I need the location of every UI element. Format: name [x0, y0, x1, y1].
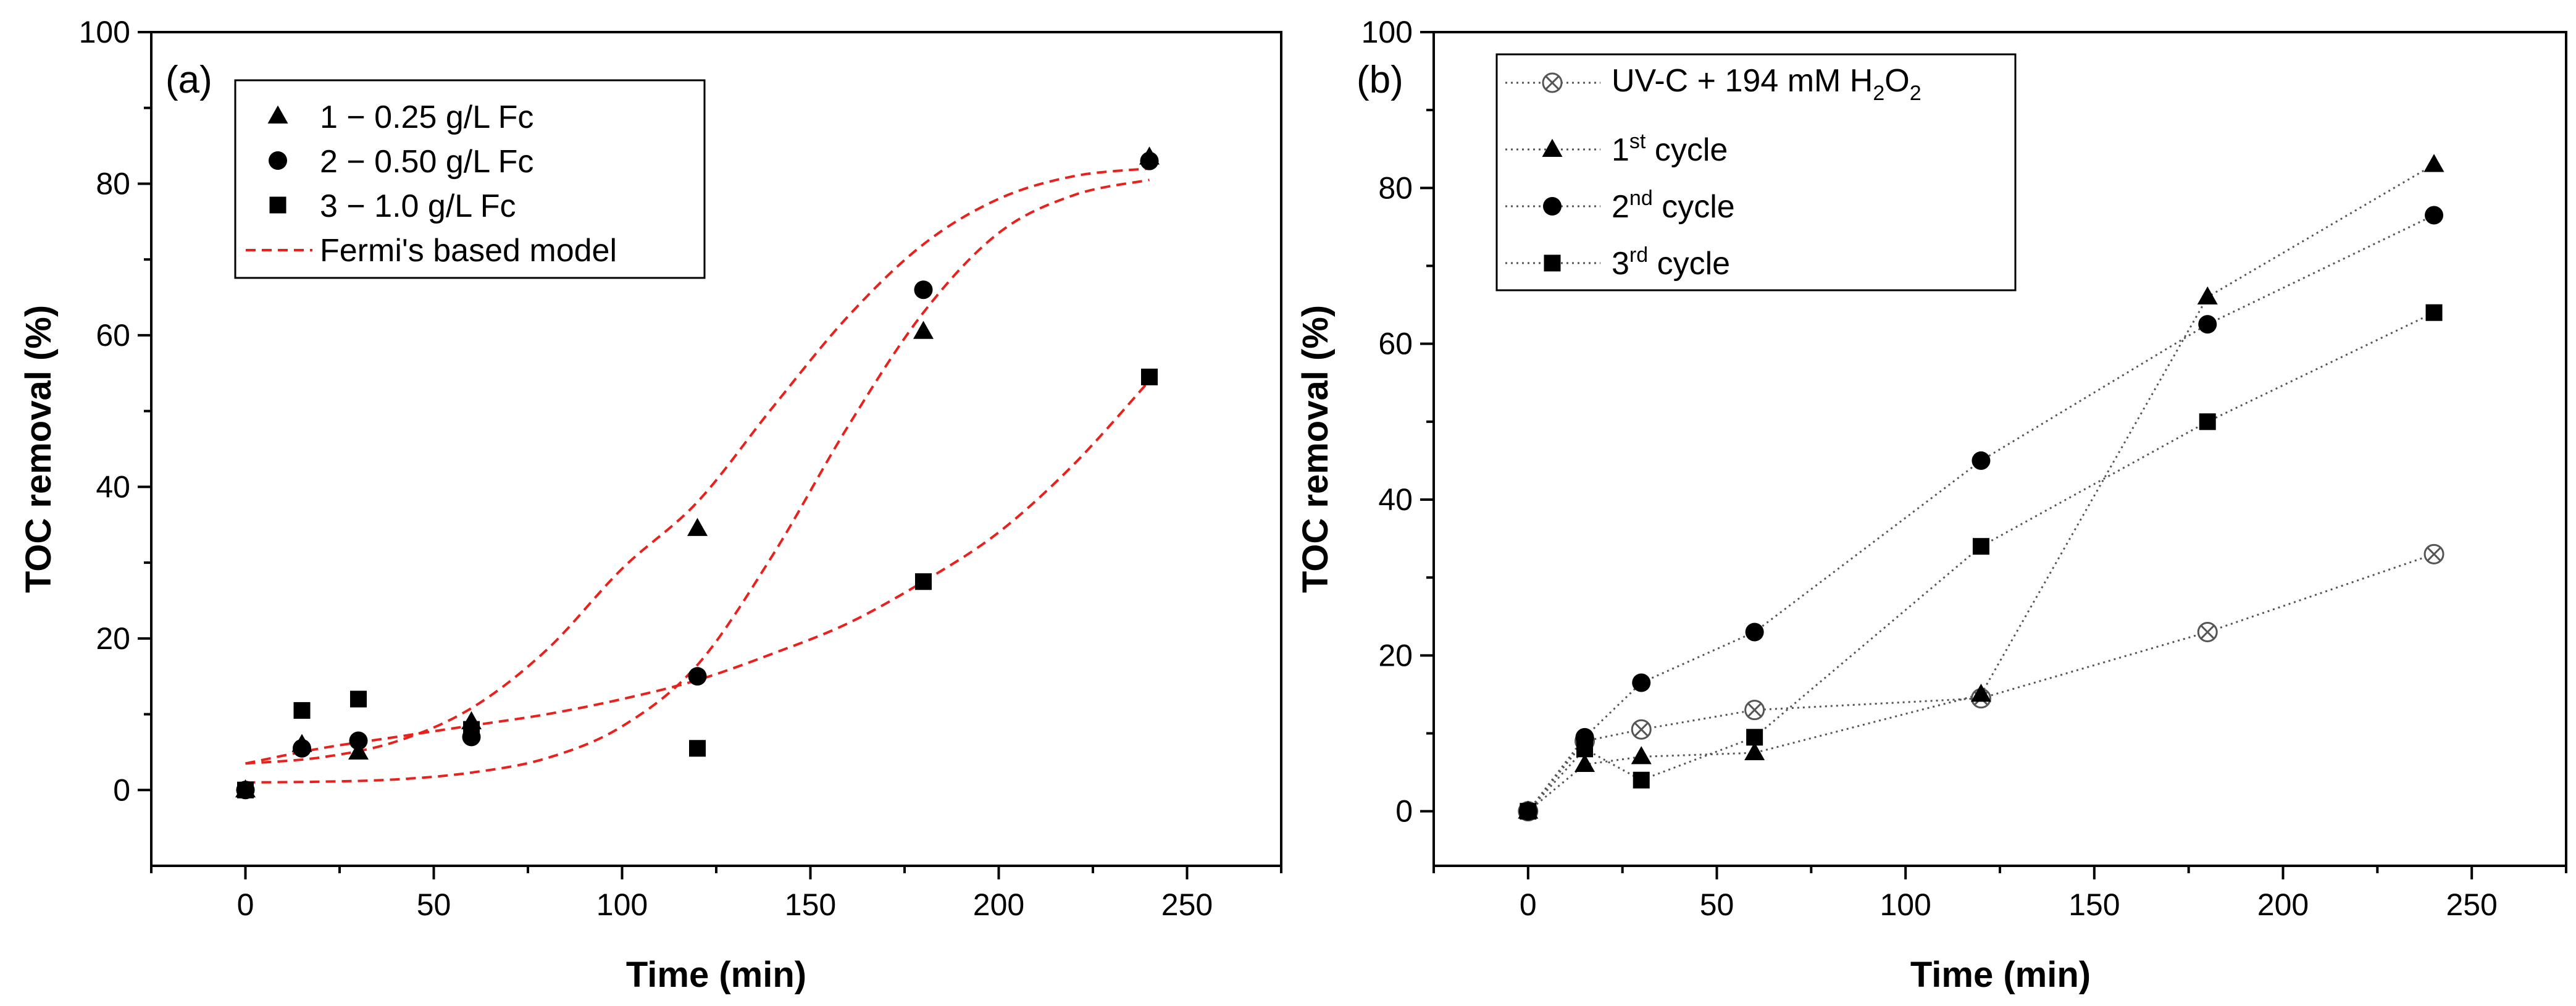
legend-b-series-1: UV-C + 194 mM H2O2: [1612, 63, 1922, 105]
panel-a-legend: 1 − 0.25 g/L Fc 2 − 0.50 g/L Fc 3 − 1.0 …: [234, 79, 706, 279]
point-b-uv-c-194-mm-h2o2-6: [2423, 543, 2444, 564]
panel-a-legend-box: [234, 79, 706, 279]
point-a-2-0-50-g-l-fc-6: [1140, 151, 1159, 170]
legend-a-marker-1: [267, 105, 288, 124]
point-a-3-1-0-g-l-fc-4: [689, 740, 706, 757]
panel-a-xtick-label: 0: [237, 887, 254, 922]
fit-curve-2: [245, 178, 1150, 784]
panel-a-xtick-label: 50: [417, 887, 451, 922]
legend-a-series-3: 3 − 1.0 g/L Fc: [320, 188, 516, 224]
point-b-3rd-cycle-5: [2199, 413, 2216, 430]
point-a-3-1-0-g-l-fc-5: [915, 573, 932, 590]
panel-a-ytick-label: 80: [96, 166, 130, 201]
panel-b-xtick-label: 100: [1880, 887, 1931, 922]
point-a-2-0-50-g-l-fc-1: [293, 739, 311, 758]
point-b-3rd-cycle-4: [1972, 538, 1989, 555]
point-b-1st-cycle-3: [1744, 742, 1765, 761]
point-b-2nd-cycle-2: [1632, 673, 1651, 692]
panel-a-ytick-label: 20: [96, 621, 130, 656]
legend-a-fit: Fermi's based model: [320, 233, 617, 269]
legend-b-marker-1: [1542, 72, 1563, 93]
point-b-3rd-cycle-3: [1746, 729, 1763, 746]
line-b-3rd-cycle: [1527, 311, 2435, 812]
point-a-3-1-0-g-l-fc-2: [350, 690, 367, 708]
panel-b-xtick-label: 150: [2068, 887, 2120, 922]
legend-a-series-2: 2 − 0.50 g/L Fc: [320, 144, 533, 180]
point-b-3rd-cycle-1: [1576, 740, 1594, 758]
panel-b-ylabel: TOC removal (%): [1295, 305, 1336, 593]
point-b-3rd-cycle-6: [2425, 304, 2443, 321]
point-b-3rd-cycle-0: [1520, 803, 1537, 820]
panel-b-ytick-label: 100: [1361, 15, 1413, 49]
panel-a-xtick-label: 150: [785, 887, 836, 922]
point-a-1-0-25-g-l-fc-2: [348, 741, 369, 760]
panel-a-ytick-label: 40: [96, 469, 130, 504]
point-b-uv-c-194-mm-h2o2-5: [2197, 621, 2218, 642]
panel-a-xtick-label: 200: [973, 887, 1024, 922]
panel-b: 0 50 100 150 200 250 0 20 40 60 80 100 (b) Time (mi…: [1295, 15, 2567, 995]
point-a-2-0-50-g-l-fc-4: [688, 667, 707, 686]
panel-b-xtick-label: 250: [2446, 887, 2497, 922]
panel-b-xtick-label: 0: [1520, 887, 1537, 922]
legend-a-series-1: 1 − 0.25 g/L Fc: [320, 99, 533, 135]
panel-a-xlabel: Time (min): [626, 955, 806, 995]
legend-b-marker-4: [1544, 254, 1561, 272]
legend-a-marker-2: [269, 151, 287, 170]
legend-b-series-3: 2nd cycle: [1612, 187, 1735, 225]
point-b-1st-cycle-1: [1574, 753, 1595, 772]
panel-b-ytick-label: 60: [1378, 327, 1413, 361]
line-b-2nd-cycle: [1527, 214, 2435, 812]
panel-a-xtick-label: 100: [596, 887, 648, 922]
panel-b-ytick-label: 20: [1378, 638, 1413, 673]
point-a-1-0-25-g-l-fc-4: [687, 518, 708, 536]
panel-a-ytick-label: 100: [79, 15, 130, 49]
panel-b-ytick-label: 40: [1378, 482, 1413, 517]
point-b-2nd-cycle-3: [1745, 622, 1764, 642]
point-b-2nd-cycle-4: [1972, 451, 1991, 470]
fit-curve-3: [245, 380, 1150, 765]
point-a-1-0-25-g-l-fc-5: [913, 321, 934, 339]
point-b-3rd-cycle-2: [1633, 771, 1650, 789]
panel-b-ytick-label: 80: [1378, 170, 1413, 205]
panel-b-xtick-label: 200: [2257, 887, 2309, 922]
panel-a: 0 50 100 150 200 250 0 20 40 60 80 100 (a) Time (mi…: [19, 15, 1282, 995]
point-a-2-0-50-g-l-fc-2: [349, 731, 368, 750]
panel-b-ytick-label: 0: [1395, 794, 1413, 829]
legend-a-marker-3: [269, 196, 286, 214]
point-b-uv-c-194-mm-h2o2-2: [1631, 719, 1652, 740]
fit-curve-1: [245, 167, 1150, 765]
legend-b-marker-2: [1542, 138, 1563, 157]
point-b-1st-cycle-5: [2197, 286, 2218, 304]
panel-b-legend: UV-C + 194 mM H2O2 1st cycle 2nd cycle 3…: [1495, 53, 2017, 291]
legend-b-marker-3: [1543, 197, 1562, 216]
point-b-uv-c-194-mm-h2o2-3: [1744, 700, 1765, 721]
point-b-1st-cycle-4: [1970, 684, 1991, 702]
panel-b-xtick-label: 50: [1700, 887, 1734, 922]
point-a-3-1-0-g-l-fc-0: [237, 781, 254, 799]
panel-a-ytick-label: 60: [96, 318, 130, 353]
panel-a-label: (a): [165, 59, 212, 101]
panel-a-ytick-label: 0: [113, 773, 130, 807]
point-a-2-0-50-g-l-fc-5: [914, 280, 933, 300]
point-b-1st-cycle-2: [1631, 746, 1652, 765]
panel-b-label: (b): [1357, 59, 1403, 101]
panel-a-ylabel: TOC removal (%): [19, 305, 59, 593]
point-a-3-1-0-g-l-fc-1: [293, 702, 311, 719]
point-a-3-1-0-g-l-fc-3: [463, 721, 480, 738]
point-b-2nd-cycle-6: [2425, 206, 2444, 225]
panel-b-xlabel: Time (min): [1910, 955, 2091, 995]
panel-b-legend-box: [1495, 53, 2017, 291]
legend-b-series-4: 3rd cycle: [1612, 243, 1730, 282]
line-b-uv-c-194-mm-h2o2: [1527, 553, 2435, 812]
point-a-3-1-0-g-l-fc-6: [1141, 368, 1158, 385]
point-b-1st-cycle-6: [2423, 154, 2444, 172]
point-b-2nd-cycle-5: [2198, 315, 2217, 334]
legend-b-series-2: 1st cycle: [1612, 130, 1728, 168]
panel-a-xtick-label: 250: [1161, 887, 1213, 922]
